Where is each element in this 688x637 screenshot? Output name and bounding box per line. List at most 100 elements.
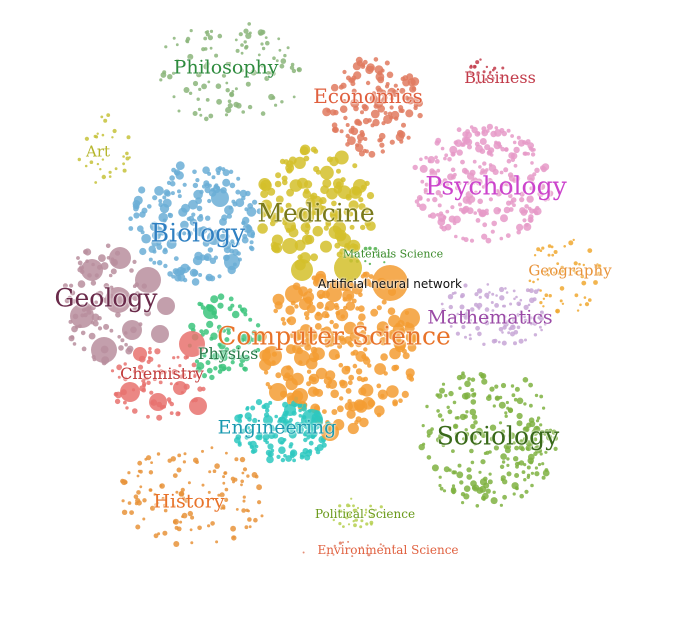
polisci-bubble xyxy=(353,508,358,513)
biology-bubble xyxy=(228,169,234,174)
engineering-bubble xyxy=(250,449,256,454)
sociology-bubble xyxy=(451,484,456,488)
cs-bubble xyxy=(357,331,363,338)
cs-bubble xyxy=(330,389,340,399)
geology-bubble xyxy=(105,287,131,313)
psychology-bubble xyxy=(499,170,504,175)
cs-bubble xyxy=(325,383,331,389)
materials-bubble xyxy=(389,255,392,258)
engineering-bubble xyxy=(289,449,298,457)
history-bubble xyxy=(234,457,239,462)
psychology-bubble xyxy=(450,167,456,173)
sociology-bubble xyxy=(489,424,497,431)
psychology-bubble xyxy=(537,190,544,198)
geology-bubble xyxy=(110,268,117,275)
history-bubble xyxy=(222,481,226,485)
psychology-bubble xyxy=(435,190,441,196)
mathematics-bubble xyxy=(529,316,533,320)
engineering-bubble xyxy=(303,403,307,408)
psychology-bubble xyxy=(469,238,475,243)
psychology-bubble xyxy=(487,149,493,155)
biology-bubble xyxy=(224,205,234,215)
geology-bubble xyxy=(105,243,111,249)
cs-bubble xyxy=(303,338,312,347)
cluster-label-political-science: Political Science xyxy=(314,507,416,521)
psychology-bubble xyxy=(506,200,512,206)
sociology-bubble xyxy=(483,451,487,455)
psychology-bubble xyxy=(412,164,418,171)
cluster-label-geography: Geography xyxy=(528,261,612,280)
psychology-bubble xyxy=(458,207,463,212)
psychology-bubble xyxy=(481,126,487,132)
physics-bubble xyxy=(248,317,253,322)
cs-bubble xyxy=(355,416,362,423)
history-bubble xyxy=(230,525,237,532)
geography-bubble xyxy=(539,249,543,252)
polisci-bubble xyxy=(356,506,360,510)
materials-bubble xyxy=(363,246,368,251)
philosophy-bubble xyxy=(203,47,208,51)
history-bubble xyxy=(190,541,194,545)
cs-bubble xyxy=(352,363,358,369)
medicine-bubble xyxy=(315,169,321,175)
chemistry-bubble xyxy=(154,348,161,355)
geography-bubble xyxy=(578,262,581,266)
psychology-bubble xyxy=(485,237,492,244)
envsci-bubble xyxy=(366,544,369,547)
economics-bubble xyxy=(393,83,398,88)
mathematics-bubble xyxy=(456,312,460,316)
business-bubble xyxy=(489,70,492,74)
psychology-bubble xyxy=(466,207,474,215)
psychology-bubble xyxy=(447,157,452,162)
polisci-bubble xyxy=(364,513,367,517)
chemistry-bubble xyxy=(172,356,176,360)
sociology-bubble xyxy=(528,453,535,461)
geography-bubble xyxy=(574,271,578,275)
envsci-bubble xyxy=(367,553,370,557)
psychology-bubble xyxy=(463,237,469,243)
geology-bubble xyxy=(131,293,140,301)
geography-bubble xyxy=(553,271,556,274)
physics-bubble xyxy=(255,334,263,342)
cs-bubble xyxy=(291,372,304,386)
philosophy-bubble xyxy=(205,98,210,102)
geology-bubble xyxy=(103,283,110,289)
sociology-bubble xyxy=(469,433,477,441)
philosophy-bubble xyxy=(245,32,252,40)
psychology-bubble xyxy=(493,207,501,215)
biology-bubble xyxy=(138,186,146,194)
philosophy-bubble xyxy=(192,111,198,116)
cs-bubble xyxy=(392,399,398,406)
cs-bubble xyxy=(321,423,339,441)
sociology-bubble xyxy=(502,494,507,500)
sociology-bubble xyxy=(464,428,468,432)
economics-bubble xyxy=(339,129,344,134)
psychology-bubble xyxy=(508,207,514,212)
engineering-bubble xyxy=(283,453,287,458)
biology-bubble xyxy=(222,169,230,177)
philosophy-bubble xyxy=(275,59,279,63)
sociology-bubble xyxy=(439,387,445,394)
biology-bubble xyxy=(167,271,173,277)
cs-bubble xyxy=(262,346,282,366)
mathematics-bubble xyxy=(524,338,527,342)
medicine-bubble xyxy=(331,200,337,207)
biology-bubble xyxy=(202,240,210,247)
geography-bubble xyxy=(580,274,585,279)
medicine-bubble xyxy=(303,155,310,162)
philosophy-bubble xyxy=(264,76,270,81)
philosophy-bubble xyxy=(241,110,245,114)
biology-bubble xyxy=(171,274,176,279)
psychology-bubble xyxy=(534,167,540,173)
cs-bubble xyxy=(292,388,308,404)
cs-bubble xyxy=(335,310,341,316)
art-bubble xyxy=(111,136,114,139)
cs-bubble xyxy=(345,388,352,394)
polisci-bubble xyxy=(353,523,357,528)
psychology-bubble xyxy=(475,144,483,153)
philosophy-bubble xyxy=(235,102,242,109)
mathematics-bubble xyxy=(513,297,516,301)
philosophy-bubble xyxy=(192,80,199,87)
medicine-bubble xyxy=(257,223,268,234)
